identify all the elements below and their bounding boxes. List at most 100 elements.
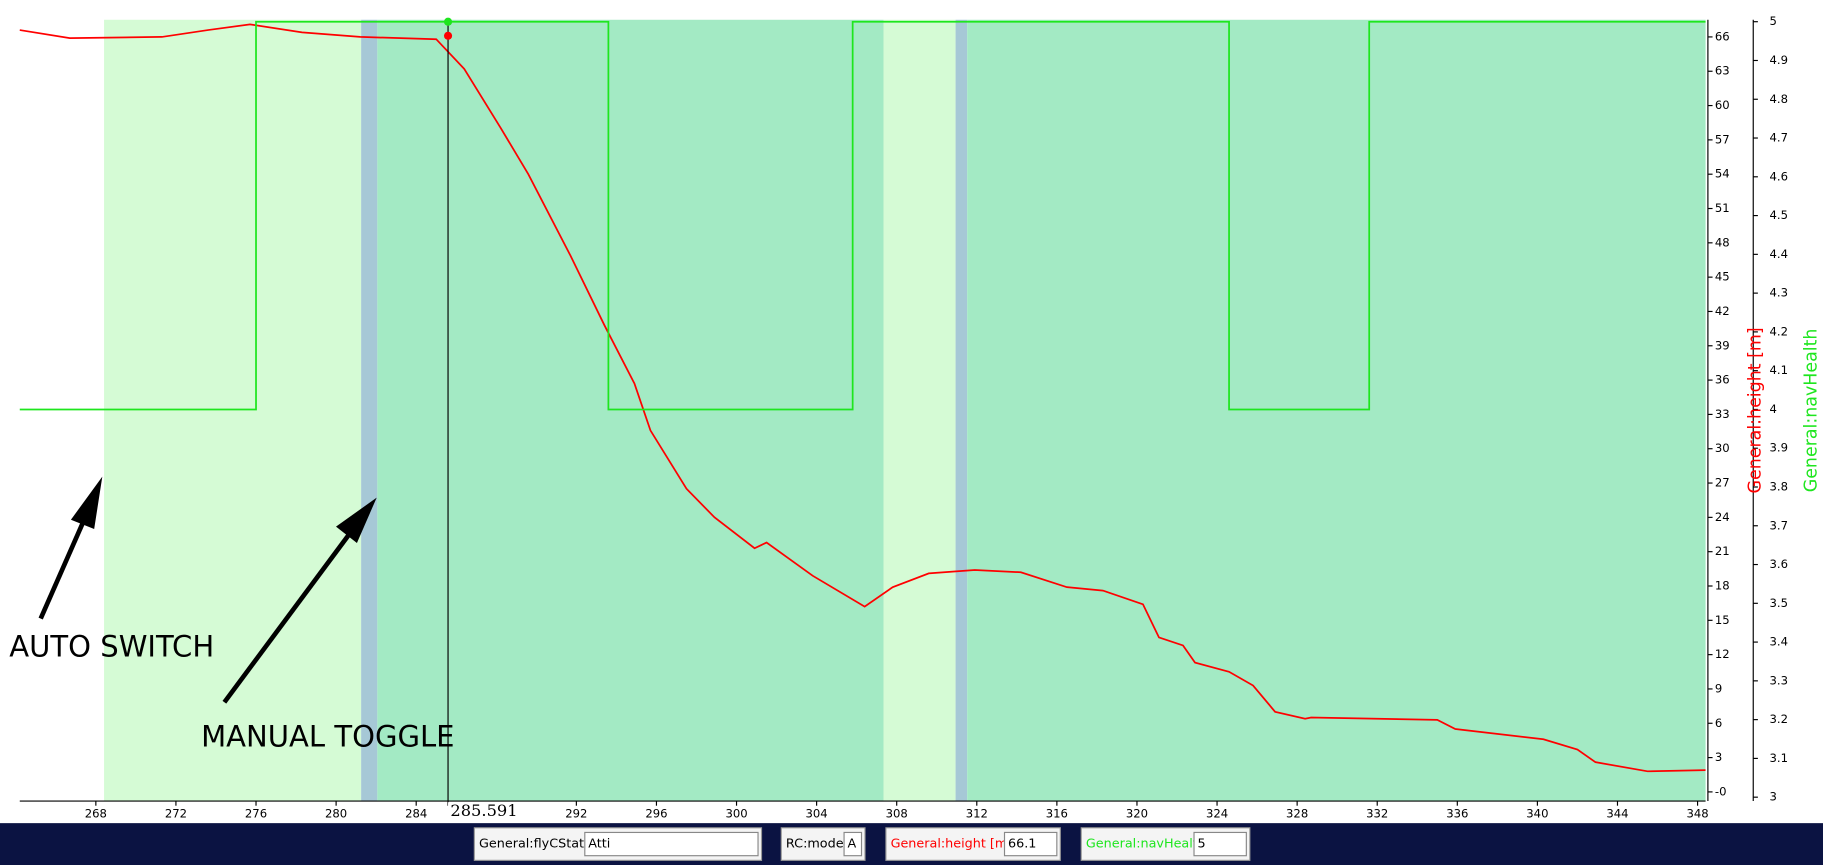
x-tick-label: 304 bbox=[806, 806, 828, 820]
readout-value: 5 bbox=[1198, 837, 1206, 852]
y-tick-label: 60 bbox=[1715, 98, 1730, 112]
y-axis-label: General:height [m] bbox=[1746, 327, 1766, 493]
cursor-point bbox=[443, 17, 453, 26]
x-tick-label: 308 bbox=[886, 806, 908, 820]
y-tick-label: -0 bbox=[1715, 784, 1727, 798]
y-tick-label: 9 bbox=[1715, 681, 1722, 695]
y2-tick-label: 3.7 bbox=[1770, 518, 1788, 532]
readout-field bbox=[1193, 831, 1247, 857]
x-tick-label: 332 bbox=[1366, 806, 1388, 820]
y2-tick-label: 3.3 bbox=[1770, 673, 1788, 687]
region bbox=[104, 19, 362, 802]
series-line bbox=[19, 20, 1706, 411]
annotation: MANUAL TOGGLE bbox=[201, 719, 454, 753]
x-tick-label: 320 bbox=[1126, 806, 1148, 820]
y2-tick-label: 4.6 bbox=[1770, 169, 1788, 183]
region bbox=[967, 19, 1706, 802]
y-tick-label: 12 bbox=[1715, 647, 1730, 661]
y-tick-label: 54 bbox=[1715, 167, 1730, 181]
y2-tick-label: 3.4 bbox=[1770, 635, 1788, 649]
y2-tick-label: 4.9 bbox=[1770, 53, 1788, 67]
lines: 285.591 bbox=[19, 17, 1706, 820]
x-tick-label: 292 bbox=[565, 806, 587, 820]
readout-label: RC:mode bbox=[786, 837, 844, 852]
y-tick-label: 66 bbox=[1715, 29, 1730, 43]
readout-label: General:height [m] bbox=[891, 837, 1013, 852]
readout-field bbox=[584, 831, 759, 857]
y-tick-label: 21 bbox=[1715, 544, 1730, 558]
x-tick-label: 344 bbox=[1606, 806, 1628, 820]
x-tick-label: 312 bbox=[966, 806, 988, 820]
readout-label: General:navHealth bbox=[1086, 837, 1206, 852]
readout-label: General:flyCState bbox=[479, 837, 592, 852]
y-tick-label: 48 bbox=[1715, 235, 1730, 249]
x-tick-label: 280 bbox=[325, 806, 347, 820]
y2-tick-label: 3.9 bbox=[1770, 441, 1788, 455]
x-tick-label: 340 bbox=[1526, 806, 1548, 820]
y-tick-label: 24 bbox=[1715, 510, 1730, 524]
region bbox=[955, 19, 968, 802]
y-tick-label: 33 bbox=[1715, 407, 1730, 421]
y-tick-label: 27 bbox=[1715, 476, 1730, 490]
x-tick-label: 268 bbox=[85, 806, 107, 820]
arrow-head bbox=[335, 497, 377, 543]
readout-field bbox=[1003, 831, 1058, 857]
y2-tick-label: 4.7 bbox=[1770, 131, 1788, 145]
readout-value: 66.1 bbox=[1008, 837, 1036, 852]
y2-tick-label: 4.3 bbox=[1770, 286, 1788, 300]
y-tick-label: 51 bbox=[1715, 201, 1730, 215]
y2-tick-label: 5 bbox=[1770, 14, 1777, 28]
y-tick-label: 57 bbox=[1715, 132, 1730, 146]
region bbox=[883, 19, 956, 802]
y2-tick-label: 4.1 bbox=[1770, 363, 1788, 377]
x-tick-label: 284 bbox=[405, 806, 427, 820]
y-tick-label: 3 bbox=[1715, 750, 1722, 764]
x-tick-label: 276 bbox=[245, 806, 267, 820]
readout-value: A bbox=[848, 837, 857, 852]
y-tick-label: 36 bbox=[1715, 373, 1730, 387]
x-tick-label: 296 bbox=[645, 806, 667, 820]
y2-tick-label: 4.4 bbox=[1770, 247, 1788, 261]
readout-value: Atti bbox=[588, 837, 610, 852]
arrow bbox=[222, 533, 351, 704]
y2-axis-label: General:navHealth bbox=[1801, 329, 1821, 493]
series-line bbox=[19, 23, 1706, 773]
y-tick-label: 63 bbox=[1715, 64, 1730, 78]
arrows bbox=[38, 476, 377, 704]
y2-tick-label: 4 bbox=[1770, 402, 1777, 416]
x-tick-label: 272 bbox=[165, 806, 187, 820]
y2-tick-label: 4.8 bbox=[1770, 92, 1788, 106]
region bbox=[377, 19, 884, 802]
region bbox=[361, 19, 378, 802]
x-tick-label: 324 bbox=[1206, 806, 1228, 820]
y2-tick-label: 3.2 bbox=[1770, 712, 1788, 726]
y2-tick-label: 3 bbox=[1770, 790, 1777, 804]
y-tick-label: 42 bbox=[1715, 304, 1730, 318]
y2-tick-label: 3.5 bbox=[1770, 596, 1788, 610]
y-tick-label: 39 bbox=[1715, 338, 1730, 352]
y-tick-label: 6 bbox=[1715, 716, 1722, 730]
y-tick-label: 45 bbox=[1715, 270, 1730, 284]
x-tick-label: 348 bbox=[1686, 806, 1708, 820]
y2-tick-label: 4.2 bbox=[1770, 324, 1788, 338]
regions bbox=[104, 19, 1706, 802]
axes: 268 272 276 280 284 292 296 300 304 308 312 316 320 3… bbox=[19, 14, 1788, 820]
y-tick-label: 15 bbox=[1715, 613, 1730, 627]
y-tick-label: 30 bbox=[1715, 441, 1730, 455]
arrow-head bbox=[70, 476, 103, 529]
cursor-label-bg bbox=[448, 802, 521, 820]
y2-tick-label: 3.6 bbox=[1770, 557, 1788, 571]
y2-tick-label: 3.1 bbox=[1770, 751, 1788, 765]
y2-tick-label: 3.8 bbox=[1770, 479, 1788, 493]
annotation: AUTO SWITCH bbox=[9, 630, 214, 664]
y2-tick-label: 4.5 bbox=[1770, 208, 1788, 222]
y-tick-label: 18 bbox=[1715, 578, 1730, 592]
x-tick-label: 300 bbox=[725, 806, 747, 820]
x-tick-label: 316 bbox=[1046, 806, 1068, 820]
arrow bbox=[38, 519, 86, 620]
readout-field bbox=[843, 831, 863, 857]
cursor-label: 285.591 bbox=[450, 801, 517, 820]
